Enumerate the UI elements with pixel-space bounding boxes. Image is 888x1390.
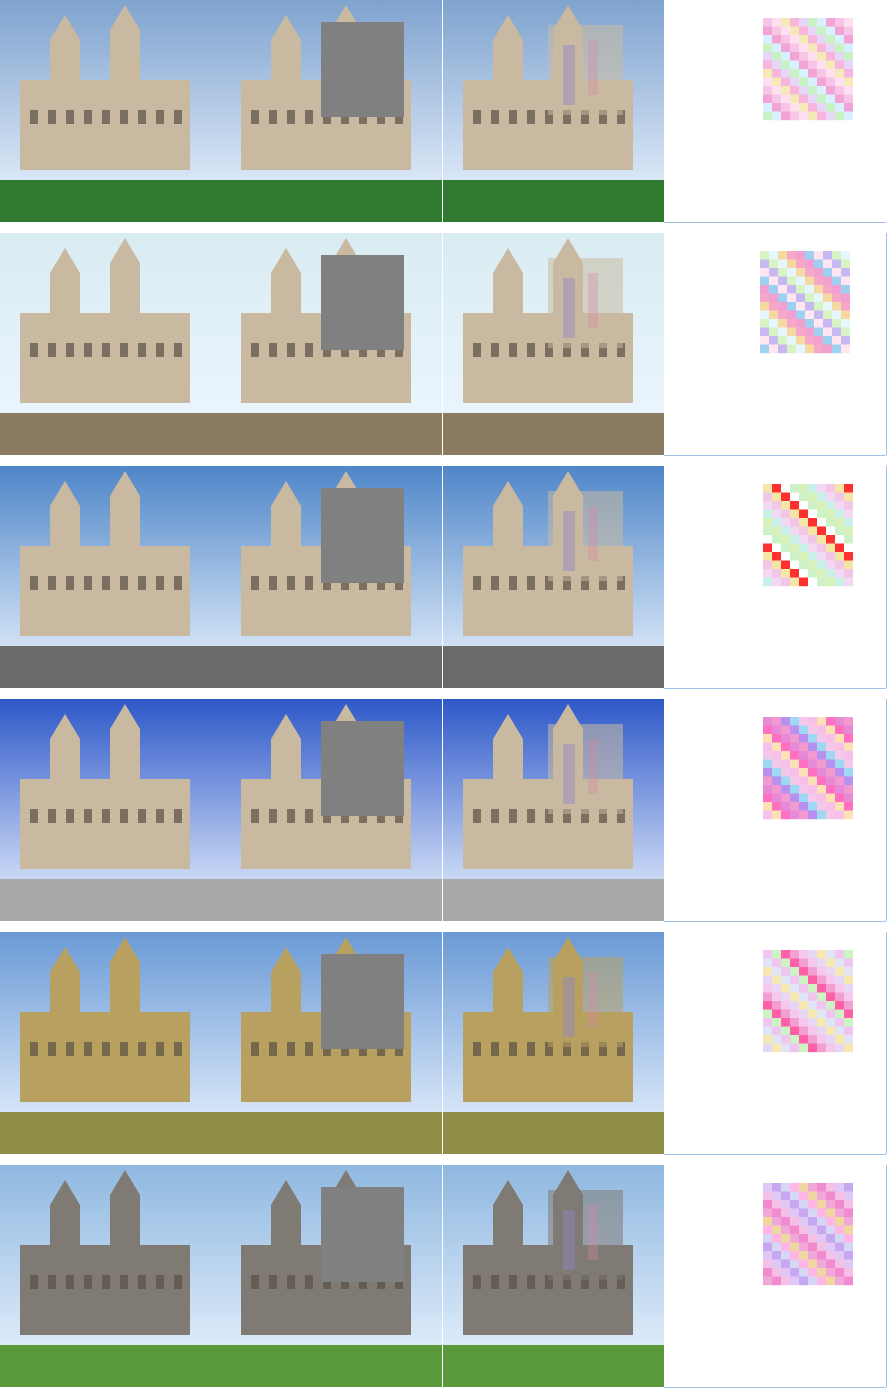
masked-image (221, 0, 442, 222)
divider-line (664, 1154, 886, 1155)
divider-line (664, 688, 886, 689)
mask-region (321, 721, 404, 816)
divider-line (886, 932, 887, 1154)
figure-row (0, 699, 888, 922)
mask-region (321, 255, 404, 350)
inpainted-image (443, 466, 664, 688)
divider-line (664, 921, 886, 922)
attention-heatmap (763, 18, 854, 122)
divider-line (664, 455, 886, 456)
mask-region (321, 488, 404, 583)
divider-line (664, 1387, 886, 1388)
original-image (0, 1165, 221, 1387)
inpainted-image (443, 699, 664, 921)
original-image (0, 932, 221, 1154)
masked-image (221, 466, 442, 688)
mask-region (321, 22, 404, 117)
masked-image (221, 1165, 442, 1387)
inpainted-image (443, 1165, 664, 1387)
attention-heatmap (760, 251, 851, 355)
divider-line (886, 1165, 887, 1387)
masked-image (221, 699, 442, 921)
masked-image (221, 233, 442, 455)
original-image (0, 699, 221, 921)
inpainted-image (443, 932, 664, 1154)
attention-heatmap (763, 1183, 854, 1287)
attention-heatmap (763, 484, 854, 588)
masked-image (221, 932, 442, 1154)
original-image (0, 233, 221, 455)
attention-heatmap (763, 717, 854, 821)
divider-line (886, 233, 887, 455)
figure-row (0, 466, 888, 689)
attention-heatmap (763, 950, 854, 1054)
divider-line (664, 222, 886, 223)
inpainted-image (443, 0, 664, 222)
original-image (0, 466, 221, 688)
figure-row (0, 233, 888, 456)
figure-row (0, 932, 888, 1155)
divider-line (886, 699, 887, 921)
figure-row (0, 0, 888, 223)
figure-row (0, 1165, 888, 1388)
divider-line (886, 466, 887, 688)
original-image (0, 0, 221, 222)
inpainted-image (443, 233, 664, 455)
mask-region (321, 954, 404, 1049)
mask-region (321, 1187, 404, 1282)
